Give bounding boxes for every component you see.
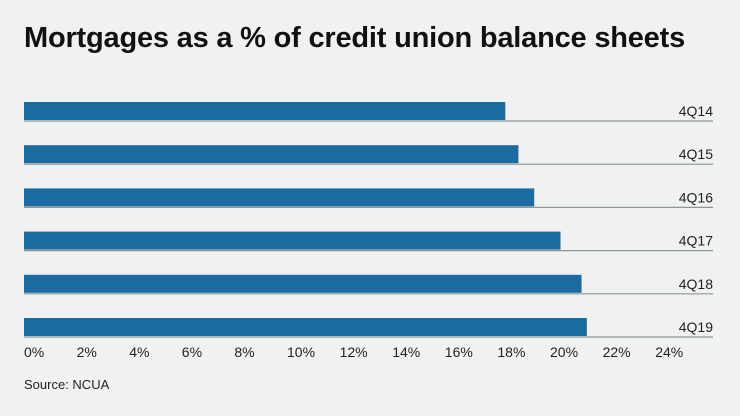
category-label: 4Q15 bbox=[679, 146, 713, 162]
x-tick-label: 14% bbox=[392, 344, 420, 360]
category-label: 4Q18 bbox=[679, 276, 713, 292]
x-tick-label: 8% bbox=[234, 344, 254, 360]
bar-4Q14 bbox=[24, 102, 506, 120]
category-label: 4Q14 bbox=[679, 103, 713, 119]
x-tick-label: 10% bbox=[287, 344, 315, 360]
bar-4Q17 bbox=[24, 231, 561, 250]
x-tick-label: 6% bbox=[182, 344, 202, 360]
category-label: 4Q19 bbox=[679, 319, 713, 335]
source-note: Source: NCUA bbox=[24, 377, 110, 392]
bar-4Q16 bbox=[24, 188, 535, 207]
x-tick-label: 12% bbox=[340, 344, 368, 360]
chart-title: Mortgages as a % of credit union balance… bbox=[24, 22, 685, 54]
x-tick-label: 20% bbox=[550, 344, 578, 360]
bar-4Q15 bbox=[24, 145, 519, 164]
x-tick-label: 16% bbox=[445, 344, 473, 360]
bar-4Q18 bbox=[24, 274, 582, 293]
x-tick-label: 24% bbox=[655, 344, 683, 360]
x-tick-label: 4% bbox=[129, 344, 149, 360]
bar-4Q19 bbox=[24, 318, 587, 336]
x-tick-label: 18% bbox=[497, 344, 525, 360]
x-tick-label: 0% bbox=[24, 344, 44, 360]
category-label: 4Q16 bbox=[679, 189, 713, 205]
x-tick-label: 22% bbox=[603, 344, 631, 360]
category-label: 4Q17 bbox=[679, 233, 713, 249]
x-tick-label: 2% bbox=[77, 344, 97, 360]
